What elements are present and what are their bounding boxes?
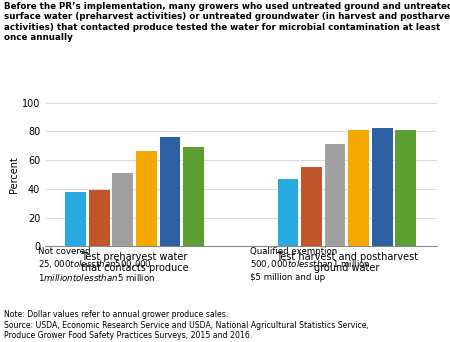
- Bar: [301, 167, 322, 246]
- Text: $500,000 to less than $1 million: $500,000 to less than $1 million: [250, 258, 370, 271]
- Text: Not covered: Not covered: [38, 247, 91, 256]
- Y-axis label: Percent: Percent: [9, 156, 19, 193]
- Bar: [396, 130, 416, 246]
- Bar: [112, 173, 133, 246]
- Bar: [348, 130, 369, 246]
- Text: Note: Dollar values refer to annual grower produce sales.
Source: USDA, Economic: Note: Dollar values refer to annual grow…: [4, 311, 369, 340]
- Bar: [183, 147, 204, 246]
- Bar: [89, 190, 110, 246]
- Text: $5 million and up: $5 million and up: [250, 273, 325, 282]
- Bar: [372, 129, 393, 246]
- Text: Before the PR’s implementation, many growers who used untreated ground and untre: Before the PR’s implementation, many gro…: [4, 2, 450, 42]
- Text: $25,000 to less than $500,000: $25,000 to less than $500,000: [38, 258, 152, 271]
- Bar: [278, 179, 298, 246]
- Bar: [160, 137, 180, 246]
- Text: $1 million to less than $5 million: $1 million to less than $5 million: [38, 272, 156, 283]
- Bar: [325, 144, 346, 246]
- Bar: [65, 192, 86, 246]
- Text: Qualified exemption: Qualified exemption: [250, 247, 337, 256]
- Bar: [136, 152, 157, 246]
